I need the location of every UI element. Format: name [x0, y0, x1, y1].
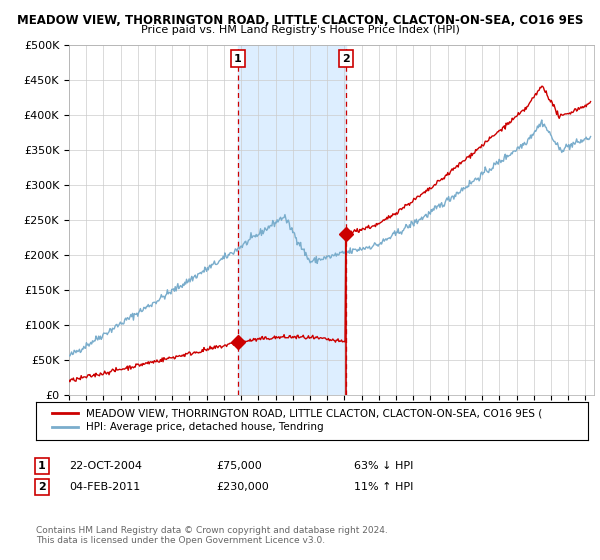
Text: 11% ↑ HPI: 11% ↑ HPI [354, 482, 413, 492]
Text: £75,000: £75,000 [216, 461, 262, 471]
Text: £230,000: £230,000 [216, 482, 269, 492]
Text: 2: 2 [38, 482, 46, 492]
Text: MEADOW VIEW, THORRINGTON ROAD, LITTLE CLACTON, CLACTON-ON-SEA, CO16 9ES: MEADOW VIEW, THORRINGTON ROAD, LITTLE CL… [17, 14, 583, 27]
Text: Contains HM Land Registry data © Crown copyright and database right 2024.: Contains HM Land Registry data © Crown c… [36, 526, 388, 535]
Text: 2: 2 [342, 54, 350, 64]
Text: 22-OCT-2004: 22-OCT-2004 [69, 461, 142, 471]
Text: 63% ↓ HPI: 63% ↓ HPI [354, 461, 413, 471]
Text: 04-FEB-2011: 04-FEB-2011 [69, 482, 140, 492]
Text: 1: 1 [234, 54, 242, 64]
Text: 1: 1 [38, 461, 46, 471]
Legend: MEADOW VIEW, THORRINGTON ROAD, LITTLE CLACTON, CLACTON-ON-SEA, CO16 9ES (, HPI: : MEADOW VIEW, THORRINGTON ROAD, LITTLE CL… [47, 404, 548, 437]
Bar [238, 45, 346, 395]
Text: Price paid vs. HM Land Registry's House Price Index (HPI): Price paid vs. HM Land Registry's House … [140, 25, 460, 35]
Text: This data is licensed under the Open Government Licence v3.0.: This data is licensed under the Open Gov… [36, 536, 325, 545]
